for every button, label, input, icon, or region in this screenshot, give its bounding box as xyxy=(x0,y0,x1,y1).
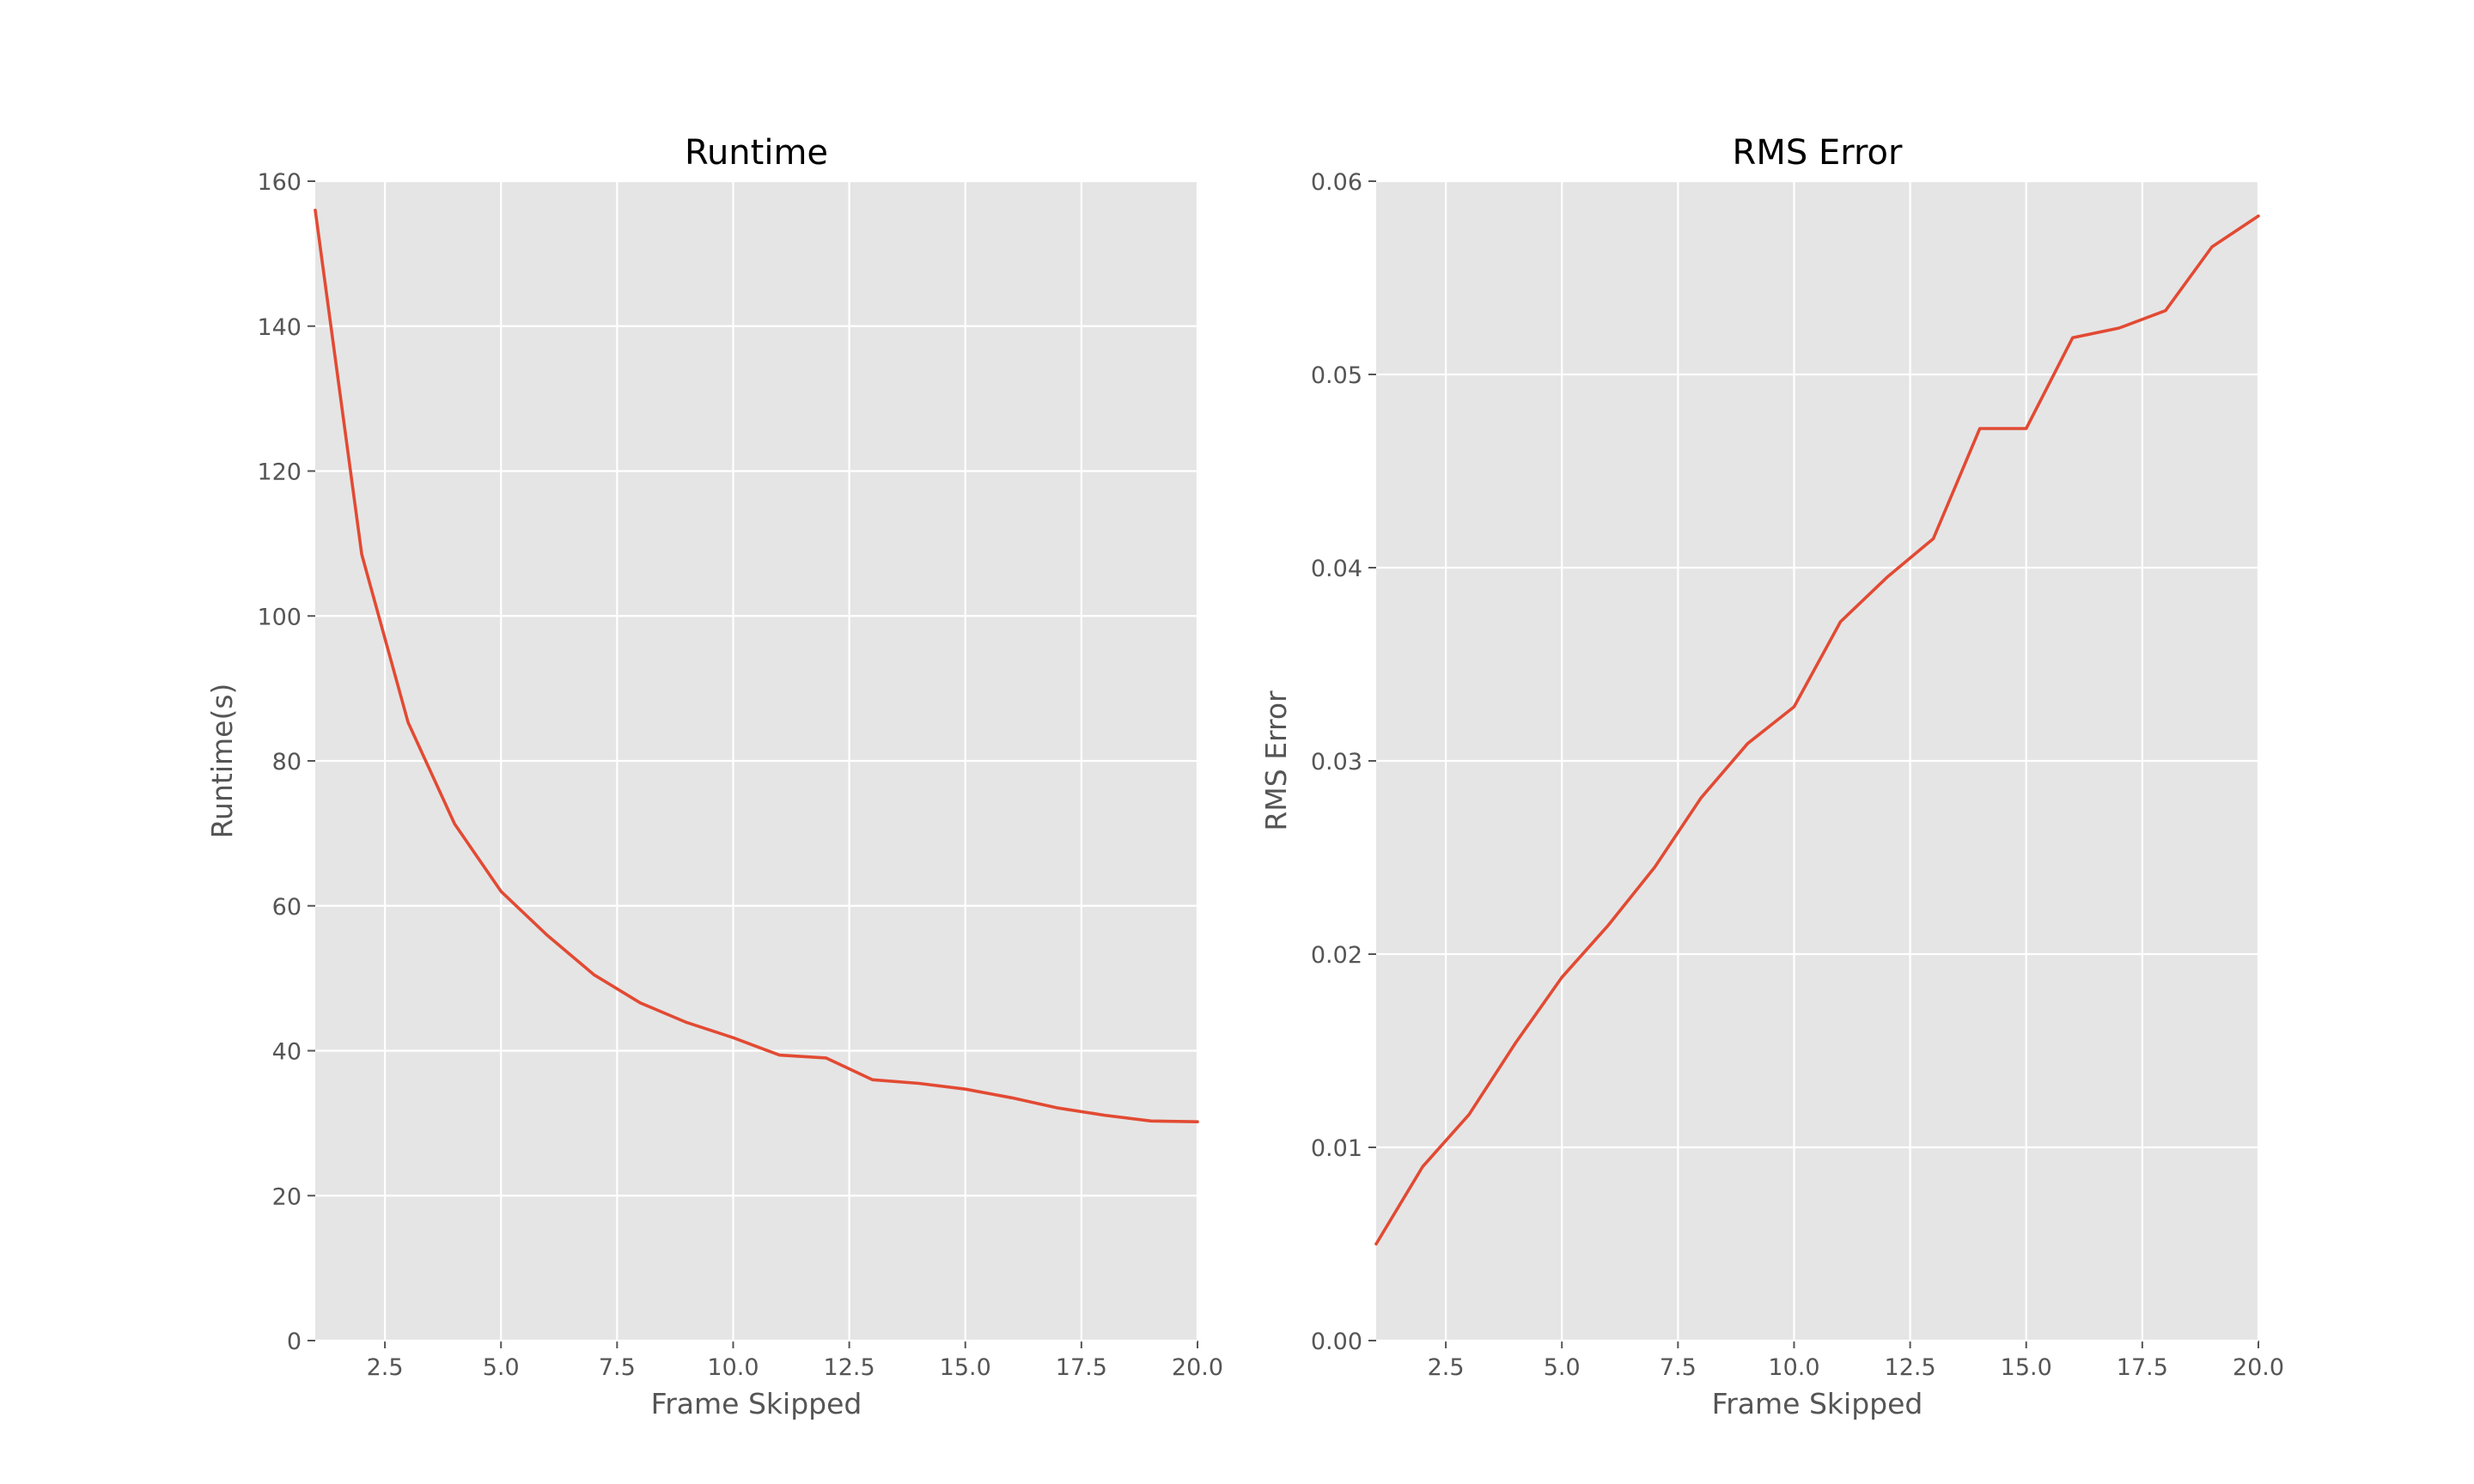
chart-panel-1: 2.5 5.0 7.5 10.0 12.5 15.0 17.5 20.0 0.00 0.01 0.0… xyxy=(1259,133,2284,1420)
x-tick-label: 20.0 xyxy=(1172,1354,1223,1381)
x-tick-label: 17.5 xyxy=(2117,1354,2168,1381)
series-line-0 xyxy=(314,209,1199,1123)
y-tick-label: 80 xyxy=(272,749,302,775)
y-tick-label: 0.00 xyxy=(1311,1329,1362,1355)
x-tick-label: 5.0 xyxy=(1544,1354,1581,1381)
x-tick-label: 17.5 xyxy=(1056,1354,1107,1381)
y-tick-label: 160 xyxy=(257,169,302,196)
x-tick-label: 10.0 xyxy=(1768,1354,1819,1381)
y-tick-label: 0.02 xyxy=(1311,942,1362,969)
y-tick-label: 0.05 xyxy=(1311,362,1362,389)
x-axis-label: Frame Skipped xyxy=(1712,1387,1923,1420)
x-tick-label: 20.0 xyxy=(2233,1354,2284,1381)
y-tick-label: 100 xyxy=(257,604,302,630)
x-tick-label: 12.5 xyxy=(1885,1354,1936,1381)
y-tick-label: 0.06 xyxy=(1311,169,1362,196)
y-tick-label: 0 xyxy=(287,1329,302,1355)
y-tick-label: 0.04 xyxy=(1311,556,1362,582)
chart-panel-0: 2.5 5.0 7.5 10.0 12.5 15.0 17.5 20.0 0 20 40 60 80 10… xyxy=(205,133,1223,1420)
x-tick-label: 15.0 xyxy=(2001,1354,2052,1381)
chart-title: Runtime xyxy=(685,133,828,173)
y-tick-label: 60 xyxy=(272,894,302,921)
y-tick-label: 40 xyxy=(272,1039,302,1066)
y-tick-label: 140 xyxy=(257,314,302,341)
y-axis-label: Runtime(s) xyxy=(205,684,239,839)
y-tick-label: 0.03 xyxy=(1311,749,1362,775)
x-tick-label: 2.5 xyxy=(1428,1354,1465,1381)
x-tick-label: 15.0 xyxy=(940,1354,991,1381)
y-axis-label: RMS Error xyxy=(1259,690,1293,831)
x-tick-label: 12.5 xyxy=(824,1354,875,1381)
x-tick-label: 2.5 xyxy=(367,1354,404,1381)
x-tick-label: 5.0 xyxy=(483,1354,520,1381)
series-line-0 xyxy=(1374,214,2260,1246)
x-tick-label: 10.0 xyxy=(707,1354,759,1381)
y-tick-label: 0.01 xyxy=(1311,1135,1362,1162)
x-tick-label: 7.5 xyxy=(599,1354,636,1381)
x-axis-label: Frame Skipped xyxy=(651,1387,862,1420)
chart-title: RMS Error xyxy=(1733,133,1903,173)
y-tick-label: 120 xyxy=(257,459,302,486)
x-tick-label: 7.5 xyxy=(1660,1354,1697,1381)
y-tick-label: 20 xyxy=(272,1183,302,1210)
